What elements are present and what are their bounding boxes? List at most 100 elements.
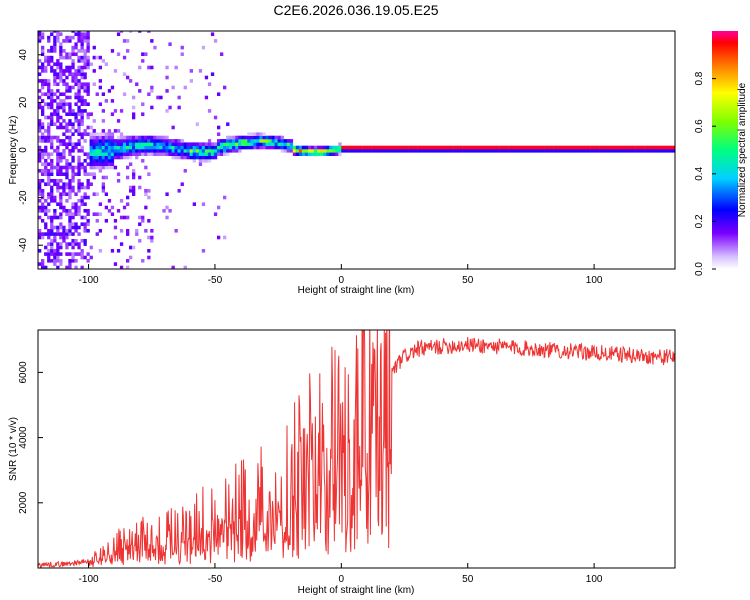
heatmap-cell <box>56 169 60 173</box>
heatmap-cell <box>38 159 42 163</box>
heatmap-cell <box>344 145 348 150</box>
heatmap-cell <box>107 89 112 93</box>
heatmap-cell <box>80 85 84 90</box>
heatmap-cell <box>77 95 81 100</box>
heatmap-cell <box>213 145 218 150</box>
heatmap-cell <box>198 159 203 163</box>
heatmap-cell <box>132 175 136 180</box>
heatmap-cell <box>65 55 69 60</box>
heatmap-cell <box>198 162 203 166</box>
heatmap-cell <box>399 149 403 153</box>
heatmap-cell <box>405 145 409 150</box>
heatmap-cell <box>374 149 378 153</box>
heatmap-cell <box>86 252 90 256</box>
heatmap-cell <box>50 135 54 140</box>
heatmap-cell <box>189 69 193 73</box>
heatmap-cell <box>86 162 90 166</box>
heatmap-cell <box>71 85 75 90</box>
heatmap-cell <box>335 152 339 156</box>
heatmap-cell <box>44 172 48 176</box>
heatmap-cell <box>47 135 51 140</box>
heatmap-cell <box>59 72 63 76</box>
heatmap-cell <box>147 65 151 70</box>
heatmap-cell <box>116 129 121 133</box>
heatmap-cell <box>308 152 312 156</box>
heatmap-cell <box>126 139 130 143</box>
heatmap-cell <box>104 192 108 196</box>
heatmap-cell <box>65 102 69 106</box>
heatmap-cell <box>292 145 297 150</box>
heatmap-cell <box>80 165 84 170</box>
heatmap-cell <box>138 65 142 70</box>
heatmap-cell <box>74 129 78 133</box>
heatmap-cell <box>650 149 654 153</box>
heatmap-cell <box>38 119 42 123</box>
heatmap-cell <box>107 155 112 160</box>
heatmap-cell <box>113 219 118 223</box>
heatmap-cell <box>150 152 154 156</box>
heatmap-cell <box>71 205 75 210</box>
heatmap-cell <box>98 202 102 206</box>
heatmap-cell <box>41 45 45 50</box>
heatmap-cell <box>171 125 175 130</box>
heatmap-cell <box>77 31 81 33</box>
heatmap-cell <box>56 35 60 40</box>
heatmap-cell <box>68 189 72 193</box>
heatmap-cell <box>207 145 212 150</box>
heatmap-cell <box>47 129 51 133</box>
heatmap-cell <box>122 139 127 143</box>
heatmap-cell <box>177 155 181 160</box>
heatmap-cell <box>468 145 472 150</box>
heatmap-cell <box>217 145 221 150</box>
y-tick-label: 0 <box>18 147 29 153</box>
heatmap-cell <box>405 149 409 153</box>
heatmap-cell <box>65 175 69 180</box>
heatmap-cell <box>180 182 184 186</box>
heatmap-cell <box>223 235 227 240</box>
heatmap-cell <box>104 175 108 180</box>
heatmap-cell <box>80 162 84 166</box>
heatmap-cell <box>74 145 78 150</box>
heatmap-cell <box>459 149 463 153</box>
heatmap-cell <box>593 149 597 153</box>
heatmap-cell <box>89 135 93 140</box>
heatmap-cell <box>38 79 42 83</box>
heatmap-cell <box>650 145 654 150</box>
heatmap-cell <box>568 149 573 153</box>
heatmap-cell <box>53 262 57 266</box>
heatmap-cell <box>198 142 203 146</box>
heatmap-cell <box>135 139 139 143</box>
heatmap-cell <box>56 112 60 116</box>
heatmap-cell <box>50 162 54 166</box>
heatmap-cell <box>71 215 75 220</box>
heatmap-cell <box>95 55 99 60</box>
heatmap-cell <box>562 145 567 150</box>
heatmap-cell <box>180 142 184 146</box>
heatmap-cell <box>59 62 63 66</box>
heatmap-cell <box>226 145 230 150</box>
heatmap-cell <box>520 149 524 153</box>
heatmap-cell <box>71 159 75 163</box>
heatmap-cell <box>329 149 333 153</box>
heatmap-cell <box>226 139 230 143</box>
heatmap-cell <box>50 45 54 50</box>
heatmap-cell <box>150 139 154 143</box>
heatmap-cell <box>56 165 60 170</box>
heatmap-cell <box>122 55 127 60</box>
heatmap-cell <box>153 149 157 153</box>
heatmap-cell <box>83 185 87 190</box>
heatmap-cell <box>195 145 199 150</box>
heatmap-cell <box>98 152 102 156</box>
heatmap-cell <box>395 149 400 153</box>
heatmap-cell <box>92 145 96 150</box>
heatmap-cell <box>53 232 57 236</box>
heatmap-cell <box>535 149 539 153</box>
heatmap-cell <box>156 139 160 143</box>
heatmap-cell <box>95 135 99 140</box>
heatmap-cell <box>47 162 51 166</box>
heatmap-cell <box>538 149 542 153</box>
heatmap-cell <box>141 259 145 263</box>
heatmap-cell <box>110 165 115 170</box>
heatmap-cell <box>74 222 78 226</box>
heatmap-cell <box>83 255 87 260</box>
